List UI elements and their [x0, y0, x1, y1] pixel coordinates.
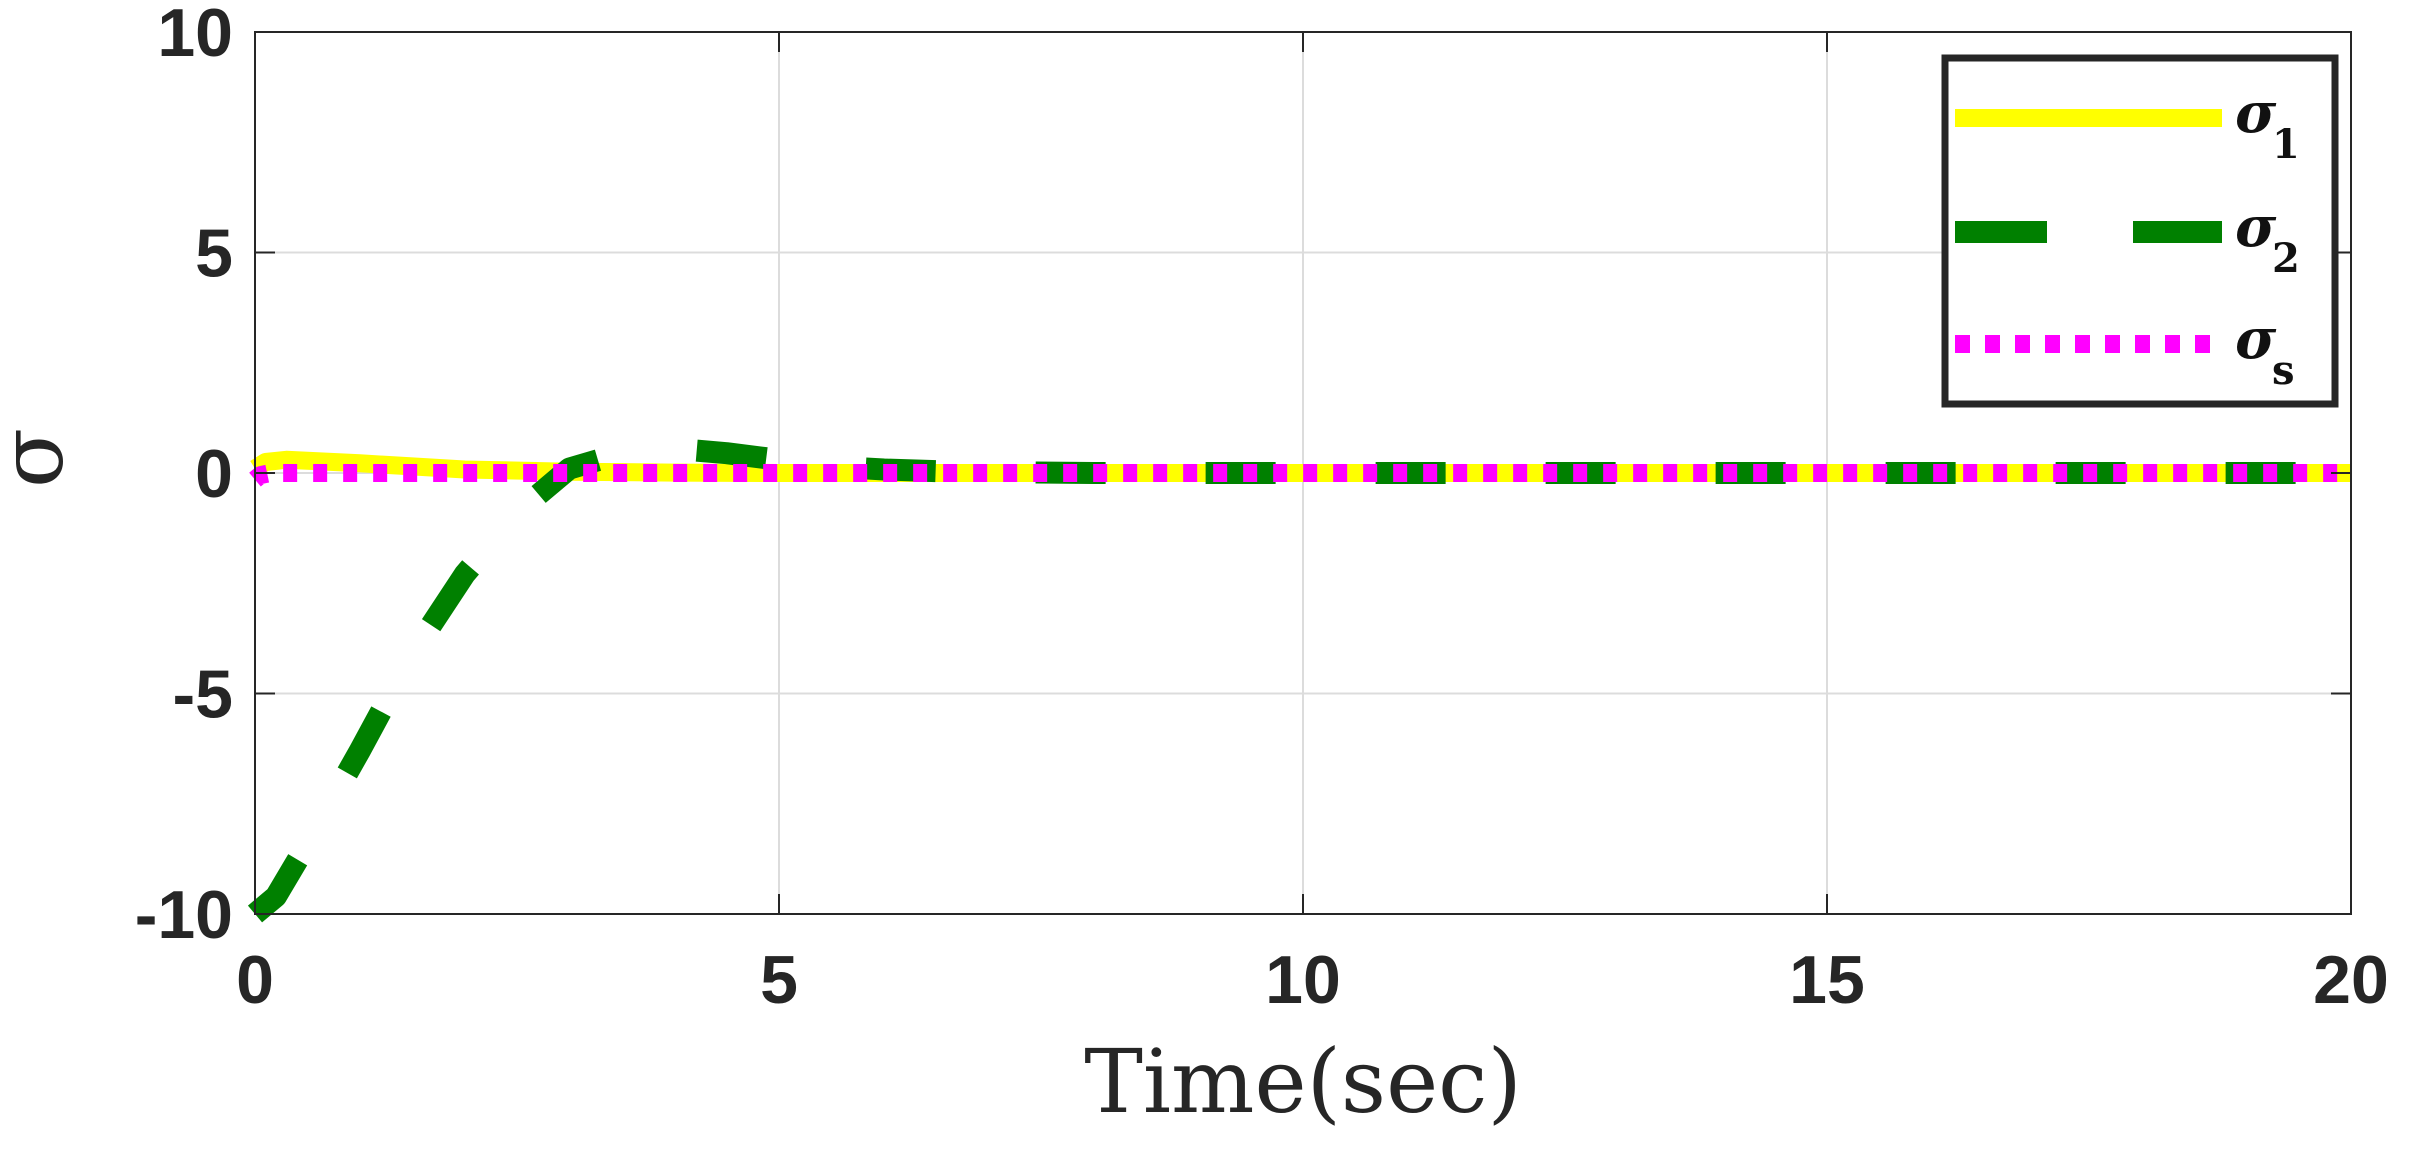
x-tick-label: 15: [1789, 942, 1865, 1018]
legend-label-sub-2: 2: [2272, 235, 2300, 282]
legend-label-1: σ: [2235, 80, 2277, 146]
y-tick-label: 5: [195, 216, 233, 292]
y-tick-label: 10: [157, 0, 233, 71]
y-tick-label: 0: [195, 436, 233, 512]
legend-label-2: σ: [2235, 194, 2277, 260]
axis-ticks: [254, 31, 2352, 915]
x-tick-label: 20: [2313, 942, 2389, 1018]
x-tick-label: 5: [760, 942, 798, 1018]
y-tick-label: -10: [135, 877, 233, 953]
x-tick-label: 0: [236, 942, 274, 1018]
x-axis-label: Time(sec): [1084, 1030, 1522, 1133]
legend-label-sub-3: s: [2272, 347, 2295, 394]
legend-label-3: σ: [2235, 306, 2277, 372]
x-tick-label: 10: [1265, 942, 1341, 1018]
y-tick-label: -5: [173, 657, 233, 733]
tick-labels: 0 5 10 15 20 -10 -5 0 5 10: [135, 0, 2389, 1018]
y-axis-label: σ: [0, 428, 83, 488]
legend-label-sub-1: 1: [2272, 121, 2300, 168]
